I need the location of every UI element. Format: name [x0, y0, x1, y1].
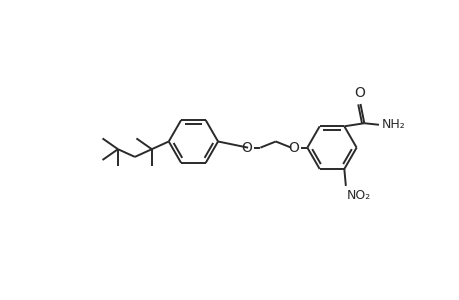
- Text: NH₂: NH₂: [381, 118, 404, 131]
- Text: O: O: [287, 141, 298, 155]
- Text: O: O: [241, 141, 252, 155]
- Text: O: O: [353, 86, 364, 100]
- Text: NO₂: NO₂: [346, 189, 370, 202]
